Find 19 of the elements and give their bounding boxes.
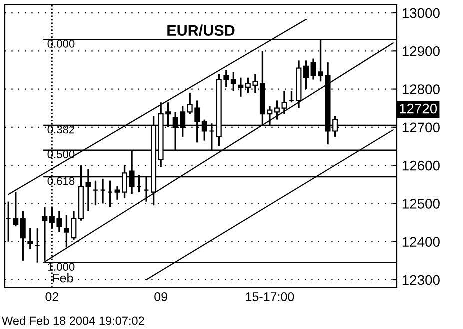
annotation: 0.618 <box>48 177 75 186</box>
y-tick-label: 12600 <box>402 160 440 171</box>
x-tick-label: 15-17:00 <box>246 292 294 302</box>
y-tick-label: 12800 <box>402 84 440 94</box>
y-tick-label: 12500 <box>402 199 440 209</box>
text: 12720 <box>400 104 438 114</box>
x-tick-label: 09 <box>154 292 168 302</box>
y-tick-label: 12300 <box>402 275 440 286</box>
y-tick-label: 12900 <box>402 46 440 56</box>
y-tick-label: 13000 <box>402 8 440 18</box>
y-tick-label: 12700 <box>402 122 440 133</box>
annotation: 1.000 <box>48 263 75 271</box>
text: EUR/USD <box>168 24 235 36</box>
text: Wed Feb 18 2004 19:07:02 <box>2 316 144 326</box>
annotation: 0.382 <box>48 126 75 134</box>
x-tick-label: 02 <box>46 292 59 302</box>
ref-line-label: Feb <box>53 274 74 283</box>
y-tick-label: 12400 <box>402 237 440 248</box>
annotation: 0.000 <box>48 40 75 48</box>
